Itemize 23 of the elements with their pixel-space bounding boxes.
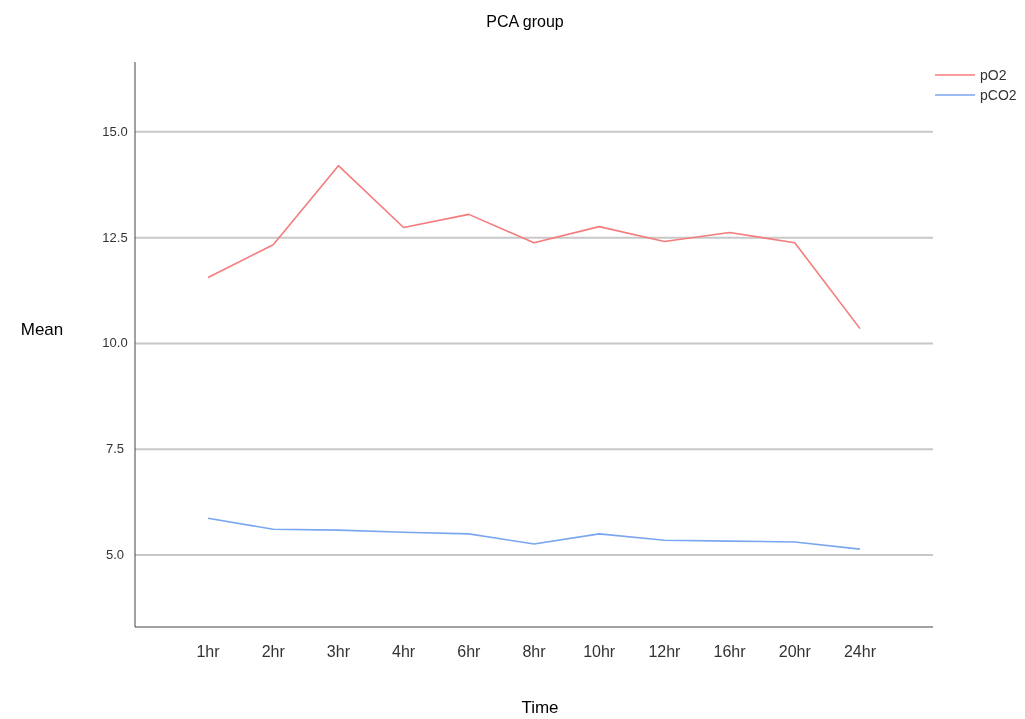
x-tick-label: 6hr [457, 643, 482, 660]
x-axis-title: Time [521, 698, 559, 717]
chart-title: PCA group [486, 13, 564, 30]
legend-label: pO2 [980, 67, 1007, 83]
x-tick-label: 2hr [261, 643, 286, 660]
x-tick-label: 1hr [196, 643, 221, 660]
x-tick-label: 24hr [843, 643, 877, 660]
y-tick-label: 10.0 [102, 335, 128, 351]
legend-label: pCO2 [980, 87, 1017, 103]
x-tick-label: 20hr [778, 643, 812, 660]
x-tick-label: 4hr [392, 643, 416, 660]
y-tick-label: 5.0 [105, 547, 125, 563]
x-tick-label: 16hr [713, 643, 747, 660]
y-axis-title: Mean [20, 320, 64, 339]
x-tick-label: 12hr [648, 643, 682, 660]
y-tick-label: 15.0 [102, 123, 128, 139]
line-series [207, 517, 861, 550]
y-tick-label: 7.5 [105, 441, 125, 457]
y-tick-label: 12.5 [102, 229, 128, 245]
x-tick-label: 3hr [326, 643, 351, 660]
x-tick-label: 8hr [522, 643, 547, 660]
line-series [207, 164, 861, 330]
x-tick-label: 10hr [583, 643, 616, 660]
